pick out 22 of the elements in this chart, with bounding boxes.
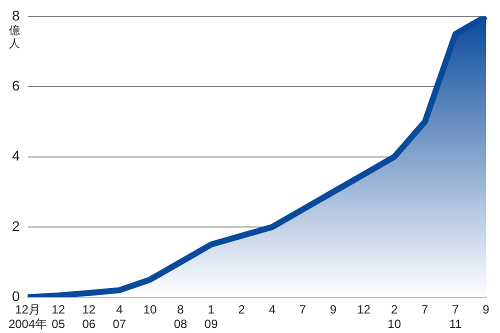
- y-tick-label: 0: [12, 288, 20, 304]
- x-tick-label: 7 11: [449, 302, 462, 332]
- x-tick-label: 12 06: [82, 302, 96, 332]
- x-tick-label: 1 09: [204, 302, 218, 332]
- x-tick-label: 4 07: [112, 302, 126, 332]
- y-tick-label: 6: [12, 77, 20, 94]
- x-tick-label: 12 05: [52, 302, 66, 332]
- y-axis-title: 億人: [9, 24, 21, 50]
- x-tick-label: 2: [238, 302, 246, 317]
- x-tick-label: 12: [357, 302, 371, 317]
- x-tick-label: 2 10: [388, 302, 402, 332]
- y-tick-label: 8: [12, 7, 20, 24]
- x-tick-label: 10: [143, 302, 157, 317]
- x-tick-label: 4: [268, 302, 276, 317]
- x-tick-label: 8 08: [174, 302, 188, 332]
- y-tick-label: 4: [12, 148, 20, 164]
- x-tick-label: 9: [330, 302, 337, 317]
- x-tick-label: 7: [422, 302, 429, 317]
- x-tick-label: 9: [482, 302, 490, 317]
- x-tick-label: 7: [299, 302, 306, 317]
- y-tick-label: 2: [12, 218, 20, 234]
- x-tick-label: 12月 2004年: [8, 302, 48, 332]
